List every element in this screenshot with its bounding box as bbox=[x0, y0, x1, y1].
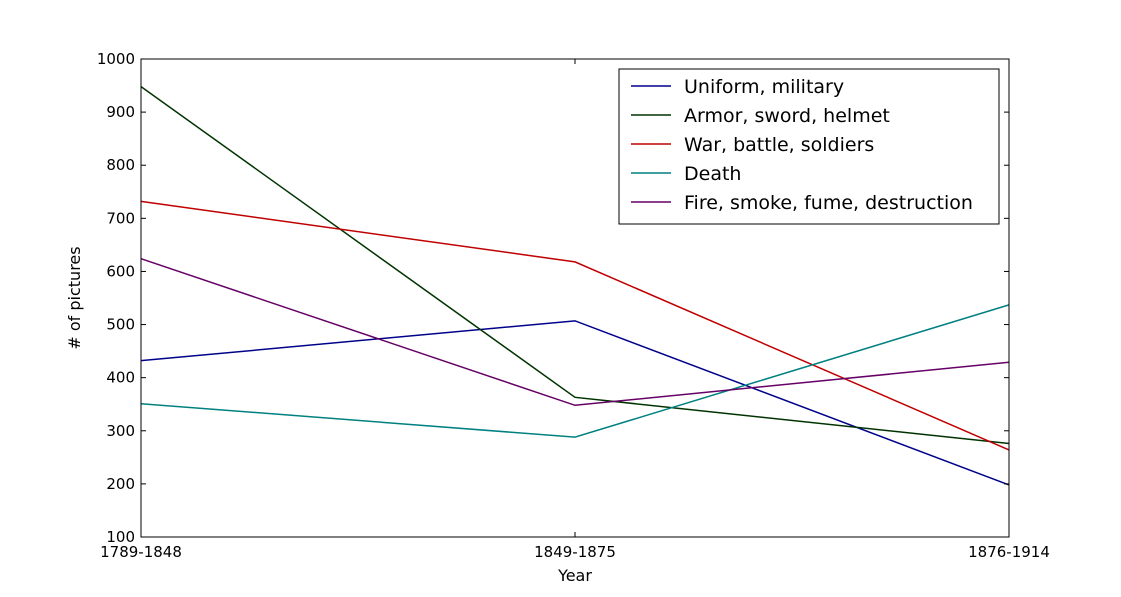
y-tick-label: 700 bbox=[106, 209, 135, 227]
series-line-0 bbox=[140, 320, 1010, 486]
y-tick-label: 300 bbox=[106, 422, 135, 440]
x-tick-label: 1876-1914 bbox=[968, 543, 1050, 561]
y-tick-label: 400 bbox=[106, 369, 135, 387]
x-axis: 1789-1848 1849-1875 1876-1914 bbox=[100, 59, 1050, 561]
y-tick-label: 500 bbox=[106, 316, 135, 334]
legend-entry-label: Uniform, military bbox=[684, 76, 844, 98]
y-tick-label: 600 bbox=[106, 262, 135, 280]
y-tick-label: 100 bbox=[106, 528, 135, 546]
series-line-1 bbox=[140, 86, 1010, 445]
legend-box bbox=[618, 68, 1000, 225]
legend-entry-label: Armor, sword, helmet bbox=[684, 105, 890, 127]
y-tick-label: 1000 bbox=[97, 50, 135, 68]
x-tick-label: 1789-1848 bbox=[100, 543, 182, 561]
series-line-4 bbox=[140, 257, 1010, 407]
series-line-3 bbox=[140, 304, 1010, 438]
legend: Uniform, military Armor, sword, helmet War… bbox=[618, 68, 1000, 225]
x-axis-label: Year bbox=[557, 566, 592, 585]
y-tick-label: 800 bbox=[106, 156, 135, 174]
series-lines bbox=[140, 86, 1010, 486]
legend-entry-label: War, battle, soldiers bbox=[684, 134, 874, 156]
y-tick-label: 900 bbox=[106, 103, 135, 121]
series-line-2 bbox=[140, 200, 1010, 451]
y-axis: 100 200 300 400 500 600 700 800 900 1000 bbox=[97, 50, 1009, 546]
y-tick-label: 200 bbox=[106, 475, 135, 493]
y-axis-label: # of pictures bbox=[65, 246, 84, 349]
legend-entry-label: Fire, smoke, fume, destruction bbox=[684, 192, 973, 214]
x-tick-label: 1849-1875 bbox=[534, 543, 616, 561]
legend-entry-label: Death bbox=[684, 163, 741, 185]
